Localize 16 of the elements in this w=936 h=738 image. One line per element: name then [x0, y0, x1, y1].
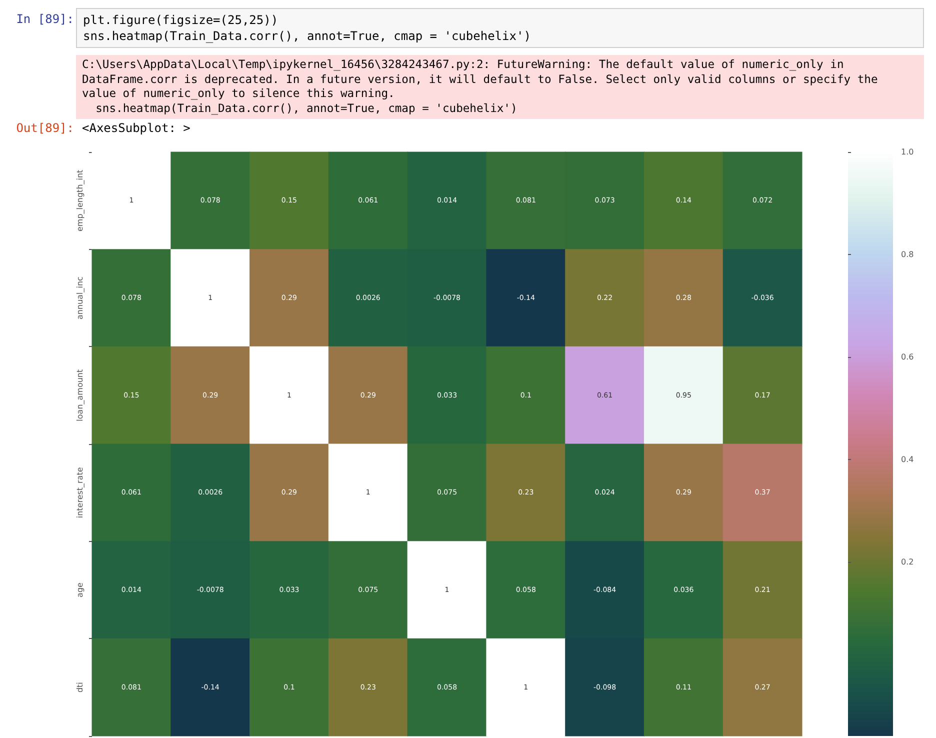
color-bar-label: 0.8 [901, 250, 914, 259]
y-tick-label: loan_amount [76, 369, 84, 422]
color-bar-label: 0.6 [901, 352, 914, 362]
color-bar-label: 0.4 [901, 454, 914, 464]
color-bar-label: 1.0 [901, 148, 914, 156]
text: <AxesSubplot: > [82, 121, 190, 135]
y-tick-label: dti [76, 682, 84, 693]
color-bar-label: 0.2 [901, 557, 914, 566]
y-tick-label: age [76, 582, 84, 598]
y-tick-label: emp_length_int [76, 170, 84, 232]
text: In [89]: [15, 12, 74, 26]
y-tick-label: annual_inc [76, 276, 84, 320]
text: Out[89]: [15, 121, 74, 135]
text: plt.figure(figsize=(25,25)) sns.heatmap(Train_Data.corr(), annot=True, cmap = 'cubehelix') [76, 8, 924, 48]
text: C:\Users\AppData\Local\Temp\ipykernel_16456\3284243467.py:2: FutureWarning: The default value of numeric_only in DataFrame.corr is deprecated. In a future version, it will default to False. Select only valid columns or specify the value of numeric_only to silence this warning. sns.heatmap(Train_Data.corr(), annot=True, cmap = 'cubehelix') [76, 55, 924, 119]
y-tick-label: interest_rate [76, 467, 84, 518]
